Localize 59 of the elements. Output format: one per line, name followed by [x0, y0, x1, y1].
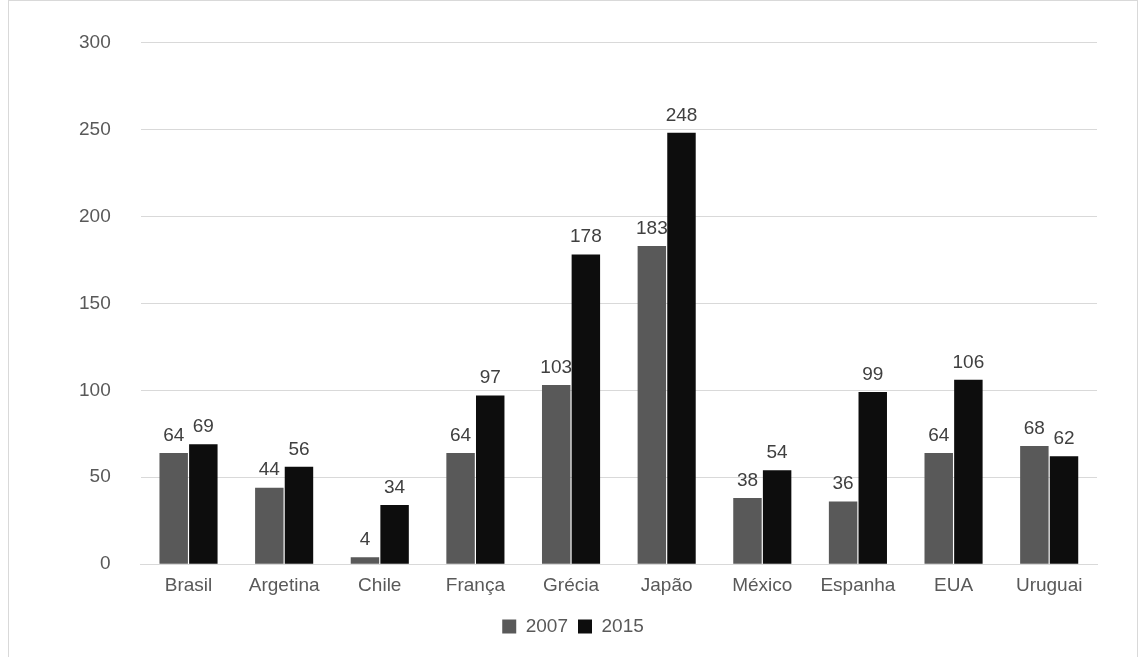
x-tick-label: França [445, 573, 506, 595]
x-tick-label: Argetina [248, 573, 320, 595]
data-label: 38 [736, 468, 759, 490]
y-tick-label: 50 [89, 465, 111, 487]
data-label: 34 [384, 475, 406, 497]
data-label: 56 [288, 437, 310, 459]
bar [954, 379, 983, 564]
y-tick-label: 200 [79, 204, 111, 226]
bar [571, 254, 601, 564]
x-tick-label: Brasil [164, 573, 213, 595]
x-tick-label: Uruguai [1015, 573, 1083, 595]
bar [541, 385, 571, 564]
data-label: 69 [192, 414, 214, 436]
data-label: 54 [766, 441, 789, 463]
bar [476, 395, 505, 564]
bar [924, 452, 953, 564]
x-tick-label: México [732, 573, 793, 595]
x-tick-label: EUA [934, 573, 974, 595]
bar [858, 392, 887, 564]
y-tick-label: 250 [79, 117, 111, 139]
bar [637, 245, 667, 564]
bar [380, 505, 409, 564]
data-label: 64 [450, 423, 472, 445]
data-label: 97 [479, 366, 501, 388]
data-label: 64 [163, 423, 185, 445]
data-label: 99 [862, 362, 884, 384]
bar [350, 557, 380, 564]
data-label: 62 [1053, 427, 1075, 449]
data-label: 248 [665, 103, 698, 125]
bar [1049, 456, 1079, 564]
data-label: 36 [832, 472, 854, 494]
x-tick-label: Japão [640, 573, 693, 595]
bar [1020, 445, 1049, 564]
bar [446, 452, 475, 564]
y-tick-label: 100 [79, 378, 111, 400]
data-label: 44 [258, 458, 281, 480]
bar [762, 470, 792, 564]
bar [255, 487, 284, 564]
data-label: 183 [635, 216, 668, 238]
data-label: 68 [1023, 416, 1045, 438]
data-label: 106 [952, 350, 985, 372]
bar [733, 498, 762, 564]
bar [667, 132, 696, 564]
data-label: 103 [540, 355, 573, 377]
data-label: 64 [928, 423, 950, 445]
legend-label: 2015 [601, 614, 644, 636]
data-label: 178 [570, 225, 602, 247]
x-tick-label: Chile [358, 573, 402, 595]
legend-label: 2007 [525, 614, 569, 636]
bar [284, 466, 314, 564]
y-tick-label: 0 [100, 552, 111, 574]
data-label: 4 [359, 527, 371, 549]
y-tick-label: 300 [79, 30, 111, 52]
y-tick-label: 150 [79, 291, 111, 313]
bar [189, 444, 218, 564]
x-tick-label: Grécia [543, 573, 600, 595]
bar [159, 452, 188, 564]
bar [828, 501, 858, 564]
x-tick-label: Espanha [820, 573, 896, 595]
